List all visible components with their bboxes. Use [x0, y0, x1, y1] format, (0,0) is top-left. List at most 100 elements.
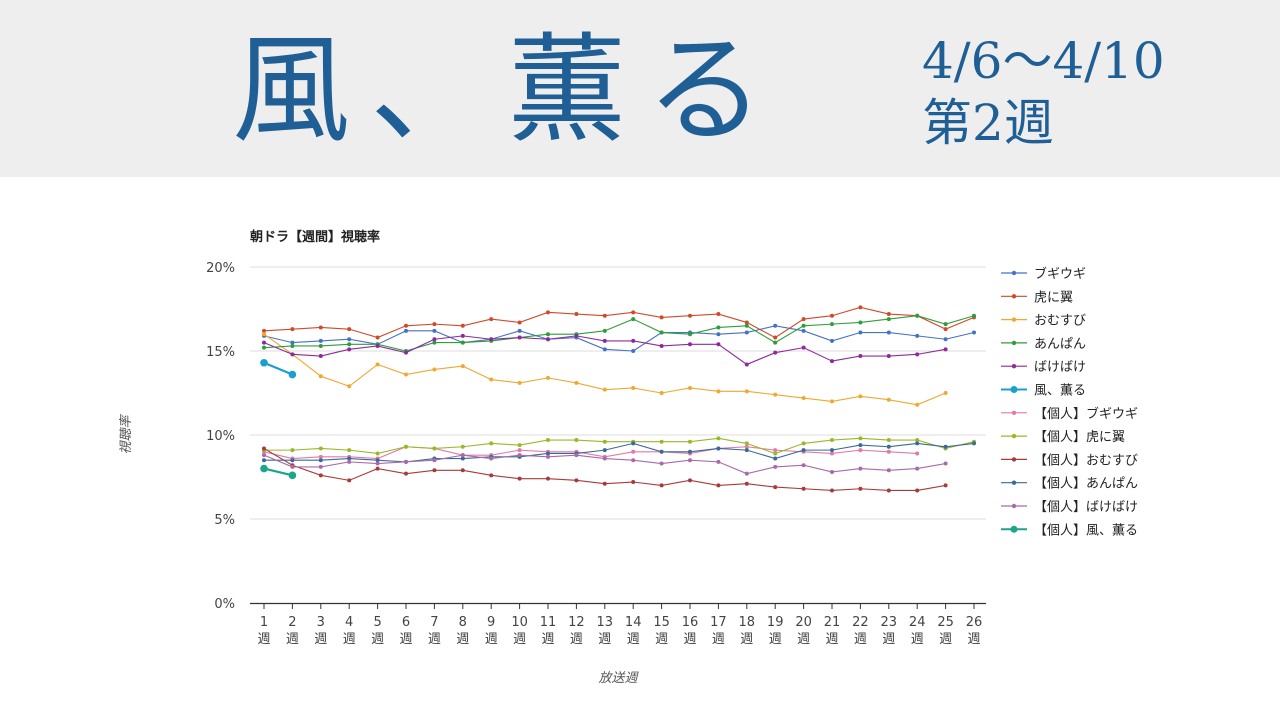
data-point [574, 438, 579, 443]
data-point [460, 456, 465, 461]
data-point [886, 397, 891, 402]
data-point [347, 327, 352, 332]
x-tick-suffix: 週 [825, 632, 838, 647]
data-point [460, 468, 465, 473]
legend-item: 【個人】ブギウギ [1001, 406, 1138, 422]
data-point [432, 458, 437, 463]
data-point [574, 380, 579, 385]
data-point [688, 342, 692, 347]
data-point [688, 449, 692, 454]
data-point [631, 441, 636, 446]
legend-label: 【個人】ばけばけ [1034, 500, 1138, 515]
week-label: 第2週 [922, 94, 1054, 152]
x-tick-label: 25 [937, 615, 954, 630]
x-tick-suffix: 週 [967, 632, 980, 647]
data-point [915, 441, 920, 446]
data-point [489, 441, 494, 446]
data-point [858, 436, 863, 441]
x-tick-suffix: 週 [627, 632, 640, 647]
x-tick-label: 20 [795, 615, 812, 630]
data-point [375, 362, 380, 367]
legend-label: 【個人】ブギウギ [1034, 406, 1138, 422]
data-point [972, 313, 976, 318]
data-point [688, 439, 692, 444]
data-point [318, 446, 323, 451]
data-point [801, 345, 806, 350]
data-point [659, 391, 664, 395]
data-point [631, 317, 636, 322]
data-point [716, 325, 721, 330]
date-range: 4/6～4/10 [922, 32, 1165, 90]
x-tick-label: 24 [909, 615, 926, 630]
data-point [347, 478, 352, 483]
data-point [716, 446, 721, 451]
data-point [886, 438, 891, 443]
data-point [688, 478, 692, 483]
legend-swatch-dot [1011, 410, 1017, 415]
data-point [886, 468, 891, 473]
data-point [773, 485, 778, 490]
series-line [264, 437, 975, 455]
data-point [432, 337, 437, 342]
data-point [288, 370, 297, 379]
data-point [886, 312, 891, 317]
legend-label: ばけばけ [1034, 360, 1086, 375]
data-point [688, 458, 692, 463]
x-tick-suffix: 週 [371, 632, 384, 647]
data-point [290, 448, 295, 453]
data-point [432, 322, 437, 327]
data-point [460, 444, 465, 449]
data-point [943, 391, 948, 395]
x-tick-suffix: 週 [399, 632, 412, 647]
series-5 [260, 358, 297, 379]
data-point [943, 327, 948, 332]
data-point [886, 449, 891, 454]
legend-label: 【個人】風、薫る [1034, 523, 1138, 538]
data-point [716, 483, 721, 488]
legend-swatch-dot [1011, 317, 1017, 322]
data-point [546, 476, 550, 481]
legend-swatch-dot [1010, 525, 1018, 533]
data-point [460, 364, 465, 369]
legend-item: おむすび [1001, 314, 1086, 329]
data-point [347, 342, 352, 347]
data-point [886, 317, 891, 322]
data-point [432, 468, 437, 473]
legend-label: 【個人】おむすび [1034, 453, 1138, 468]
data-point [631, 338, 636, 343]
series-line [263, 325, 975, 352]
data-point [318, 464, 323, 469]
data-point [688, 332, 692, 337]
data-point [943, 444, 948, 449]
x-tick-label: 14 [625, 615, 642, 630]
data-point [744, 330, 749, 335]
data-point [858, 354, 863, 359]
x-tick-suffix: 週 [683, 632, 696, 647]
data-point [375, 458, 380, 463]
data-point [886, 354, 891, 359]
data-point [517, 380, 522, 385]
data-point [716, 332, 721, 337]
data-point [602, 387, 607, 392]
data-point [546, 337, 550, 342]
data-point [602, 313, 607, 318]
x-axis-label: 放送週 [598, 671, 639, 686]
data-point [773, 350, 778, 355]
x-tick-label: 18 [739, 615, 756, 630]
data-point [404, 350, 408, 355]
data-point [972, 441, 976, 446]
data-point [801, 486, 806, 491]
data-point [688, 385, 692, 390]
x-tick-label: 7 [430, 615, 438, 630]
x-tick-label: 26 [966, 615, 983, 630]
data-point [773, 340, 778, 345]
legend-label: 【個人】あんぱん [1034, 477, 1138, 492]
x-tick-label: 19 [767, 615, 784, 630]
x-tick-label: 11 [540, 615, 557, 630]
series-line [263, 306, 975, 339]
data-point [943, 483, 948, 488]
data-point [546, 310, 550, 315]
data-point [460, 333, 465, 338]
data-point [744, 471, 749, 476]
data-point [801, 448, 806, 453]
